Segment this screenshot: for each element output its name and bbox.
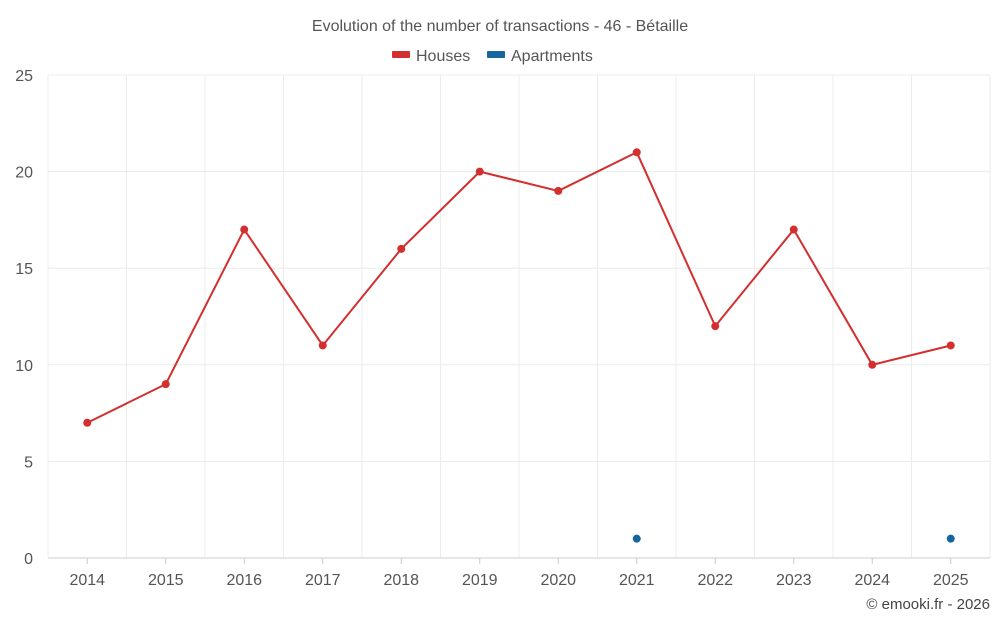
credit-text: © emooki.fr - 2026 (866, 596, 990, 613)
legend-swatch-houses (392, 51, 410, 58)
legend-item-houses[interactable]: Houses (392, 48, 470, 65)
y-tick-label-5: 5 (24, 454, 33, 471)
point-houses-2024[interactable] (868, 360, 877, 369)
x-tick-label-2014: 2014 (69, 572, 105, 589)
point-houses-2020[interactable] (554, 186, 563, 195)
point-houses-2016[interactable] (240, 225, 249, 234)
x-tick-label-2018: 2018 (383, 572, 419, 589)
x-tick-label-2019: 2019 (462, 572, 498, 589)
y-tick-label-15: 15 (15, 261, 33, 278)
grid (47, 74, 991, 558)
series (83, 148, 955, 543)
x-tick-label-2016: 2016 (226, 572, 262, 589)
x-tick-label-2022: 2022 (697, 572, 733, 589)
y-tick-label-0: 0 (24, 551, 33, 568)
legend-swatch-apartments (487, 51, 505, 58)
x-tick-label-2023: 2023 (776, 572, 812, 589)
y-tick-label-25: 25 (15, 68, 33, 85)
x-tick-label-2024: 2024 (854, 572, 890, 589)
legend-item-apartments[interactable]: Apartments (487, 48, 593, 65)
x-tick-label-2025: 2025 (933, 572, 969, 589)
chart-title: Evolution of the number of transactions … (312, 18, 688, 35)
point-houses-2018[interactable] (397, 244, 406, 253)
legend-label-houses: Houses (416, 48, 470, 65)
point-houses-2019[interactable] (475, 167, 484, 176)
x-tick-label-2017: 2017 (305, 572, 341, 589)
point-houses-2014[interactable] (83, 418, 92, 427)
legend[interactable]: Houses Apartments (392, 48, 593, 65)
point-houses-2023[interactable] (789, 225, 798, 234)
point-houses-2021[interactable] (632, 148, 641, 157)
x-tick-label-2015: 2015 (148, 572, 184, 589)
point-houses-2017[interactable] (318, 341, 327, 350)
point-apartments-2025[interactable] (946, 534, 955, 543)
point-houses-2025[interactable] (946, 341, 955, 350)
legend-label-apartments: Apartments (511, 48, 593, 65)
y-tick-label-10: 10 (15, 358, 33, 375)
point-houses-2015[interactable] (161, 380, 170, 389)
series-line-houses (86, 150, 951, 424)
x-tick-label-2021: 2021 (619, 572, 655, 589)
point-houses-2022[interactable] (711, 322, 720, 331)
x-tick-label-2020: 2020 (540, 572, 576, 589)
y-tick-label-20: 20 (15, 165, 33, 182)
point-apartments-2021[interactable] (632, 534, 641, 543)
